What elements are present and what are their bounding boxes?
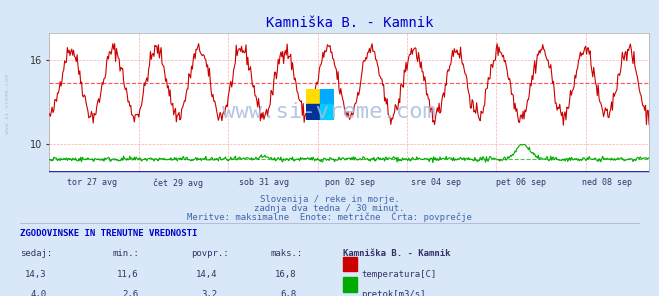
Text: Slovenija / reke in morje.: Slovenija / reke in morje. xyxy=(260,195,399,204)
Text: ned 08 sep: ned 08 sep xyxy=(582,178,632,187)
Text: 11,6: 11,6 xyxy=(117,270,138,279)
Text: 16,8: 16,8 xyxy=(275,270,297,279)
Text: Meritve: maksimalne  Enote: metrične  Črta: povprečje: Meritve: maksimalne Enote: metrične Črta… xyxy=(187,211,472,222)
Text: sob 31 avg: sob 31 avg xyxy=(239,178,289,187)
Bar xyxy=(306,89,320,104)
Text: tor 27 avg: tor 27 avg xyxy=(67,178,117,187)
Text: 2,6: 2,6 xyxy=(123,290,138,296)
Title: Kamniška B. - Kamnik: Kamniška B. - Kamnik xyxy=(266,16,433,30)
Text: min.:: min.: xyxy=(112,249,139,258)
Text: Kamniška B. - Kamnik: Kamniška B. - Kamnik xyxy=(343,249,450,258)
Text: ZGODOVINSKE IN TRENUTNE VREDNOSTI: ZGODOVINSKE IN TRENUTNE VREDNOSTI xyxy=(20,229,197,238)
Text: 4,0: 4,0 xyxy=(30,290,46,296)
Text: www.si-vreme.com: www.si-vreme.com xyxy=(5,74,11,133)
Text: maks.:: maks.: xyxy=(270,249,302,258)
Text: sedaj:: sedaj: xyxy=(20,249,52,258)
Text: pet 06 sep: pet 06 sep xyxy=(496,178,546,187)
Bar xyxy=(306,104,320,120)
Bar xyxy=(320,89,334,104)
Bar xyxy=(320,104,334,120)
Text: 3,2: 3,2 xyxy=(202,290,217,296)
Text: www.si-vreme.com: www.si-vreme.com xyxy=(223,102,436,123)
Text: 14,4: 14,4 xyxy=(196,270,217,279)
Text: 6,8: 6,8 xyxy=(281,290,297,296)
Text: pretok[m3/s]: pretok[m3/s] xyxy=(361,290,426,296)
Text: sre 04 sep: sre 04 sep xyxy=(411,178,461,187)
Text: temperatura[C]: temperatura[C] xyxy=(361,270,436,279)
Text: povpr.:: povpr.: xyxy=(191,249,229,258)
Text: 14,3: 14,3 xyxy=(24,270,46,279)
Text: pon 02 sep: pon 02 sep xyxy=(325,178,375,187)
Text: zadnja dva tedna / 30 minut.: zadnja dva tedna / 30 minut. xyxy=(254,204,405,213)
Text: čet 29 avg: čet 29 avg xyxy=(153,178,203,188)
